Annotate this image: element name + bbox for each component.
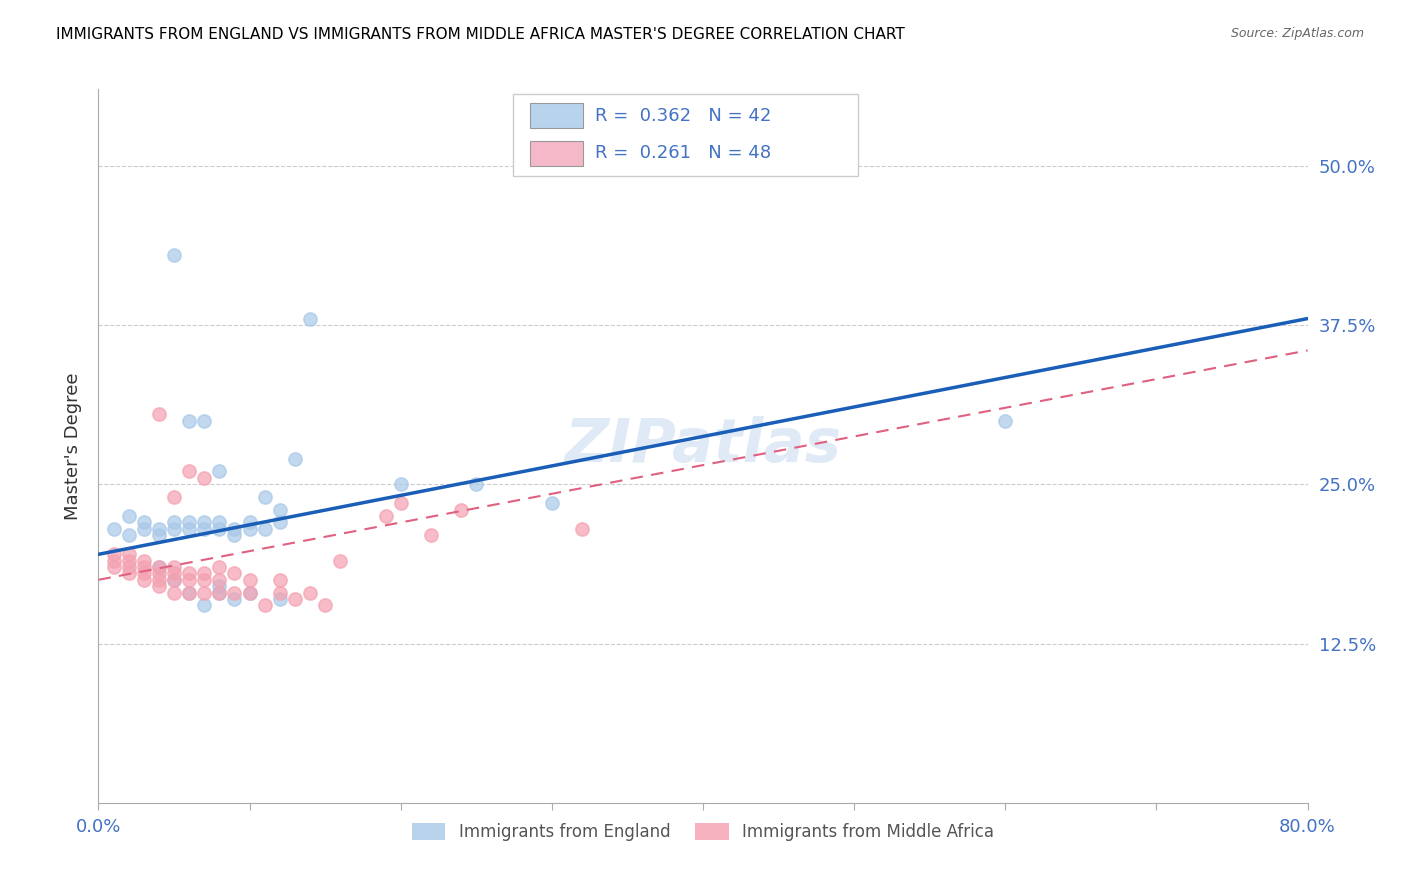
Point: [269, 516, 291, 530]
Point: [163, 516, 186, 530]
Point: [299, 585, 322, 599]
Point: [239, 522, 262, 536]
Point: [132, 566, 155, 581]
Point: [103, 560, 125, 574]
Point: [389, 477, 412, 491]
Point: [208, 585, 231, 599]
Point: [329, 554, 352, 568]
Point: [208, 465, 231, 479]
Text: ZIPatlas: ZIPatlas: [564, 417, 842, 475]
Point: [118, 509, 141, 524]
Point: [132, 516, 155, 530]
Legend: Immigrants from England, Immigrants from Middle Africa: Immigrants from England, Immigrants from…: [405, 816, 1001, 848]
Point: [118, 554, 141, 568]
Point: [224, 528, 246, 542]
Point: [269, 585, 291, 599]
Point: [148, 560, 170, 574]
Point: [179, 585, 201, 599]
Point: [132, 573, 155, 587]
Point: [374, 509, 396, 524]
Point: [540, 496, 562, 510]
Point: [239, 585, 262, 599]
Y-axis label: Master's Degree: Master's Degree: [63, 372, 82, 520]
Point: [389, 496, 412, 510]
Point: [208, 585, 231, 599]
Point: [163, 560, 186, 574]
Point: [208, 522, 231, 536]
Point: [284, 451, 307, 466]
Point: [253, 599, 276, 613]
Point: [224, 585, 246, 599]
Point: [148, 407, 170, 421]
Point: [179, 516, 201, 530]
Point: [571, 522, 593, 536]
Point: [118, 547, 141, 561]
Point: [269, 591, 291, 606]
Point: [163, 248, 186, 262]
Point: [224, 566, 246, 581]
Point: [193, 599, 215, 613]
Point: [163, 573, 186, 587]
Point: [148, 528, 170, 542]
Point: [118, 528, 141, 542]
Text: R =  0.261   N = 48: R = 0.261 N = 48: [595, 145, 770, 162]
Point: [103, 522, 125, 536]
Point: [148, 560, 170, 574]
Point: [450, 502, 472, 516]
Point: [208, 560, 231, 574]
Text: IMMIGRANTS FROM ENGLAND VS IMMIGRANTS FROM MIDDLE AFRICA MASTER'S DEGREE CORRELA: IMMIGRANTS FROM ENGLAND VS IMMIGRANTS FR…: [56, 27, 905, 42]
Point: [179, 566, 201, 581]
Point: [994, 413, 1017, 427]
Point: [253, 522, 276, 536]
Point: [224, 591, 246, 606]
Point: [269, 573, 291, 587]
Point: [193, 471, 215, 485]
Point: [103, 547, 125, 561]
Point: [163, 522, 186, 536]
Point: [193, 573, 215, 587]
Point: [269, 502, 291, 516]
Point: [163, 573, 186, 587]
Point: [163, 566, 186, 581]
Point: [179, 413, 201, 427]
Point: [284, 591, 307, 606]
Point: [239, 516, 262, 530]
Point: [163, 585, 186, 599]
Point: [132, 522, 155, 536]
Point: [148, 573, 170, 587]
Point: [148, 566, 170, 581]
Point: [314, 599, 336, 613]
Point: [224, 522, 246, 536]
Point: [420, 528, 443, 542]
Point: [239, 573, 262, 587]
Point: [193, 522, 215, 536]
Point: [253, 490, 276, 504]
Point: [179, 573, 201, 587]
Text: R =  0.362   N = 42: R = 0.362 N = 42: [595, 107, 770, 125]
Point: [148, 579, 170, 593]
Point: [208, 573, 231, 587]
Point: [132, 560, 155, 574]
Point: [208, 516, 231, 530]
Point: [179, 522, 201, 536]
Point: [148, 522, 170, 536]
Point: [132, 554, 155, 568]
Point: [299, 311, 322, 326]
Point: [118, 560, 141, 574]
Point: [193, 585, 215, 599]
Point: [208, 579, 231, 593]
Point: [193, 413, 215, 427]
Point: [465, 477, 488, 491]
Point: [239, 585, 262, 599]
Point: [118, 566, 141, 581]
Point: [163, 490, 186, 504]
Text: Source: ZipAtlas.com: Source: ZipAtlas.com: [1230, 27, 1364, 40]
Point: [179, 465, 201, 479]
Point: [193, 566, 215, 581]
Point: [193, 516, 215, 530]
Point: [179, 585, 201, 599]
Point: [103, 554, 125, 568]
